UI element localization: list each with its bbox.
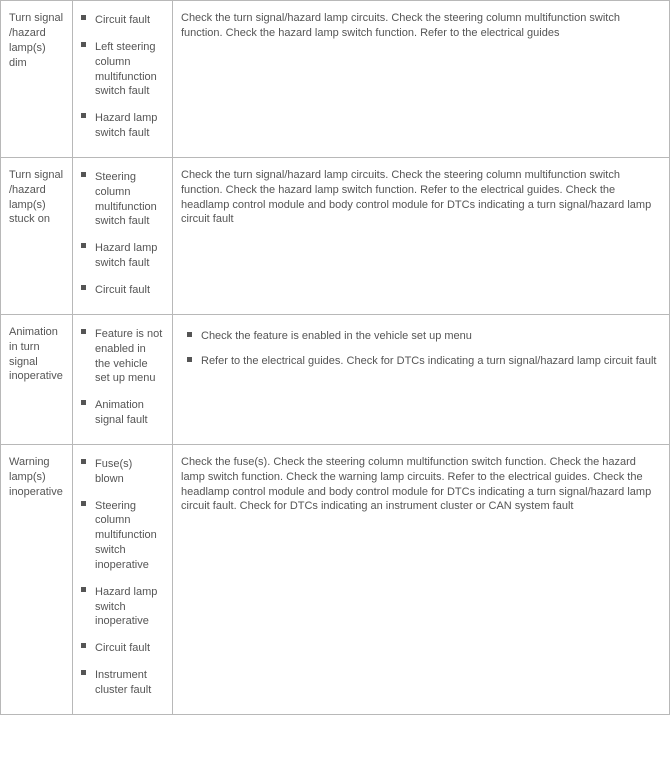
cause-item: Left steering column multifunction switc… <box>81 40 164 99</box>
cause-item: Circuit fault <box>81 641 164 656</box>
cause-item: Instrument cluster fault <box>81 668 164 698</box>
cause-cell: Fuse(s) blown Steering column multifuncti… <box>73 444 173 714</box>
cause-item: Animation signal fault <box>81 398 164 428</box>
cause-cell: Circuit fault Left steering column multif… <box>73 1 173 158</box>
action-cell: Check the turn signal/hazard lamp circui… <box>173 157 670 314</box>
symptom-cell: Animation in turn signal inoperative <box>1 314 73 444</box>
action-item: Check the feature is enabled in the vehi… <box>181 329 661 344</box>
cause-cell: Feature is not enabled in the vehicle se… <box>73 314 173 444</box>
symptom-cell: Turn signal /hazard lamp(s) stuck on <box>1 157 73 314</box>
cause-list: Fuse(s) blown Steering column multifuncti… <box>81 457 164 698</box>
table-row: Warning lamp(s) inoperativeFuse(s) blown… <box>1 444 670 714</box>
cause-item: Circuit fault <box>81 283 164 298</box>
symptom-cell: Turn signal /hazard lamp(s) dim <box>1 1 73 158</box>
table-row: Turn signal /hazard lamp(s) stuck onStee… <box>1 157 670 314</box>
action-text: Check the turn signal/hazard lamp circui… <box>181 12 620 39</box>
cause-list: Steering column multifunction switch fau… <box>81 170 164 298</box>
table-row: Animation in turn signal inoperativeFeat… <box>1 314 670 444</box>
action-cell: Check the fuse(s). Check the steering co… <box>173 444 670 714</box>
action-list: Check the feature is enabled in the vehi… <box>181 329 661 369</box>
cause-item: Feature is not enabled in the vehicle se… <box>81 327 164 386</box>
cause-cell: Steering column multifunction switch fau… <box>73 157 173 314</box>
cause-list: Circuit fault Left steering column multif… <box>81 13 164 141</box>
cause-item: Fuse(s) blown <box>81 457 164 487</box>
cause-item: Steering column multifunction switch ino… <box>81 499 164 573</box>
cause-item: Hazard lamp switch fault <box>81 111 164 141</box>
action-text: Check the fuse(s). Check the steering co… <box>181 456 651 513</box>
action-cell: Check the feature is enabled in the vehi… <box>173 314 670 444</box>
diagnostic-table: Turn signal /hazard lamp(s) dimCircuit f… <box>0 0 670 715</box>
symptom-cell: Warning lamp(s) inoperative <box>1 444 73 714</box>
action-cell: Check the turn signal/hazard lamp circui… <box>173 1 670 158</box>
diagnostic-table-body: Turn signal /hazard lamp(s) dimCircuit f… <box>1 1 670 715</box>
cause-item: Steering column multifunction switch fau… <box>81 170 164 229</box>
cause-item: Hazard lamp switch fault <box>81 241 164 271</box>
cause-item: Circuit fault <box>81 13 164 28</box>
table-row: Turn signal /hazard lamp(s) dimCircuit f… <box>1 1 670 158</box>
cause-list: Feature is not enabled in the vehicle se… <box>81 327 164 428</box>
action-item: Refer to the electrical guides. Check fo… <box>181 354 661 369</box>
action-text: Check the turn signal/hazard lamp circui… <box>181 169 651 226</box>
cause-item: Hazard lamp switch inoperative <box>81 585 164 630</box>
